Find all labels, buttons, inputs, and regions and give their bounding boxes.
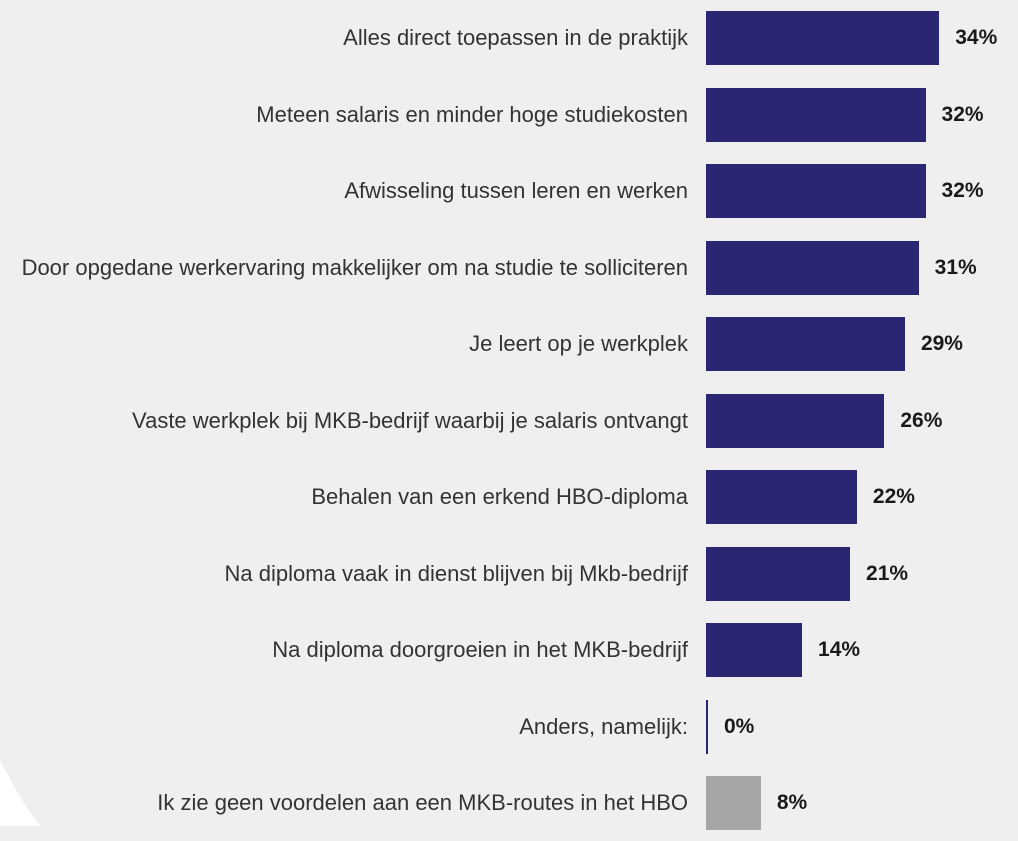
value-label: 0% [724, 714, 755, 738]
bar [706, 546, 851, 601]
value-label: 34% [955, 26, 998, 49]
bar [706, 164, 926, 218]
bar [706, 240, 919, 295]
value-label: 29% [920, 332, 963, 355]
category-label: Ik zie geen voordelen aan een MKB-routes… [157, 790, 688, 815]
category-label: Anders, namelijk: [519, 713, 688, 739]
category-label: Je leert op je werkplek [469, 331, 688, 356]
value-label: 26% [900, 408, 943, 432]
value-label: 32% [941, 179, 984, 202]
category-label: Alles direct toepassen in de praktijk [343, 25, 688, 50]
value-label: 32% [941, 102, 984, 126]
bar [706, 623, 803, 677]
value-label: 31% [934, 255, 977, 279]
value-label: 14% [818, 638, 861, 661]
corner-shape [0, 760, 40, 826]
bar [706, 11, 940, 65]
value-label: 22% [872, 485, 915, 508]
category-label: Na diploma doorgroeien in het MKB-bedrij… [272, 637, 688, 662]
bar [706, 393, 885, 448]
category-label: Na diploma vaak in dienst blijven bij Mk… [224, 560, 688, 586]
category-label: Afwisseling tussen leren en werken [344, 178, 688, 203]
value-label: 21% [866, 561, 909, 585]
bar [706, 317, 905, 371]
category-label: Meteen salaris en minder hoge studiekost… [256, 101, 688, 127]
bar [706, 699, 708, 754]
bar [706, 87, 926, 142]
category-label: Vaste werkplek bij MKB-bedrijf waarbij j… [132, 407, 688, 433]
category-label: Door opgedane werkervaring makkelijker o… [21, 254, 688, 280]
value-label: 8% [776, 791, 808, 814]
bar [706, 470, 857, 524]
bar [706, 776, 761, 830]
category-label: Behalen van een erkend HBO-diploma [311, 484, 688, 509]
